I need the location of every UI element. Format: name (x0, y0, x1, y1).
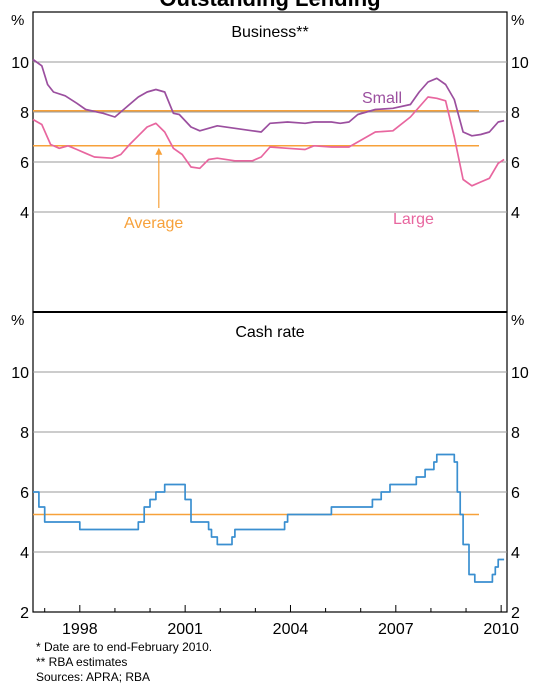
average-arrow-head (155, 147, 163, 155)
y-tick-right-cash-rate-8: 8 (511, 425, 520, 442)
y-unit-right-business: % (511, 12, 524, 29)
note-estimates: ** RBA estimates (36, 655, 128, 669)
y-tick-right-business-8: 8 (511, 105, 520, 122)
chart: Outstanding Lending Business**%% 4 4 6 6 8 8 10… (11, 0, 529, 638)
y-tick-right-cash-rate-4: 4 (511, 545, 520, 562)
note-date: * Date are to end-February 2010. (36, 640, 213, 654)
panel-title-cash-rate: Cash rate (235, 324, 304, 341)
y-tick-left-cash-rate-10: 10 (11, 365, 29, 382)
series-line-large (32, 96, 505, 187)
x-tick-label-2010: 2010 (483, 621, 519, 638)
x-tick-label-1998: 1998 (62, 621, 98, 638)
y-tick-left-business-8: 8 (20, 105, 29, 122)
y-unit-left-cash-rate: % (11, 312, 24, 329)
y-tick-left-business-4: 4 (20, 205, 29, 222)
y-tick-left-cash-rate-4: 4 (20, 545, 29, 562)
y-tick-right-business-4: 4 (511, 205, 520, 222)
y-tick-left-business-10: 10 (11, 55, 29, 72)
y-unit-right-cash-rate: % (511, 312, 524, 329)
x-tick-label-2001: 2001 (167, 621, 203, 638)
label-large: Large (393, 211, 434, 228)
series-line-cash-rate (33, 453, 505, 583)
label-average: Average (124, 215, 183, 232)
y-tick-left-cash-rate-8: 8 (20, 425, 29, 442)
x-tick-label-2007: 2007 (378, 621, 414, 638)
y-tick-right-cash-rate-6: 6 (511, 485, 520, 502)
y-unit-left-business: % (11, 12, 24, 29)
note-sources: Sources: APRA; RBA (36, 670, 151, 684)
y-tick-right-business-6: 6 (511, 155, 520, 172)
chart-notes: * Date are to end-February 2010. ** RBA … (36, 640, 212, 685)
y-tick-left-business-6: 6 (20, 155, 29, 172)
chart-title: Outstanding Lending (159, 0, 380, 11)
x-tick-label-2004: 2004 (273, 621, 309, 638)
y-tick-right-cash-rate-2: 2 (511, 605, 520, 622)
label-small: Small (362, 90, 402, 107)
panel-title-business: Business** (231, 24, 308, 41)
y-tick-left-cash-rate-2: 2 (20, 605, 29, 622)
y-tick-left-cash-rate-6: 6 (20, 485, 29, 502)
y-tick-right-business-10: 10 (511, 55, 529, 72)
y-tick-right-cash-rate-10: 10 (511, 365, 529, 382)
series-line-small (32, 58, 505, 137)
